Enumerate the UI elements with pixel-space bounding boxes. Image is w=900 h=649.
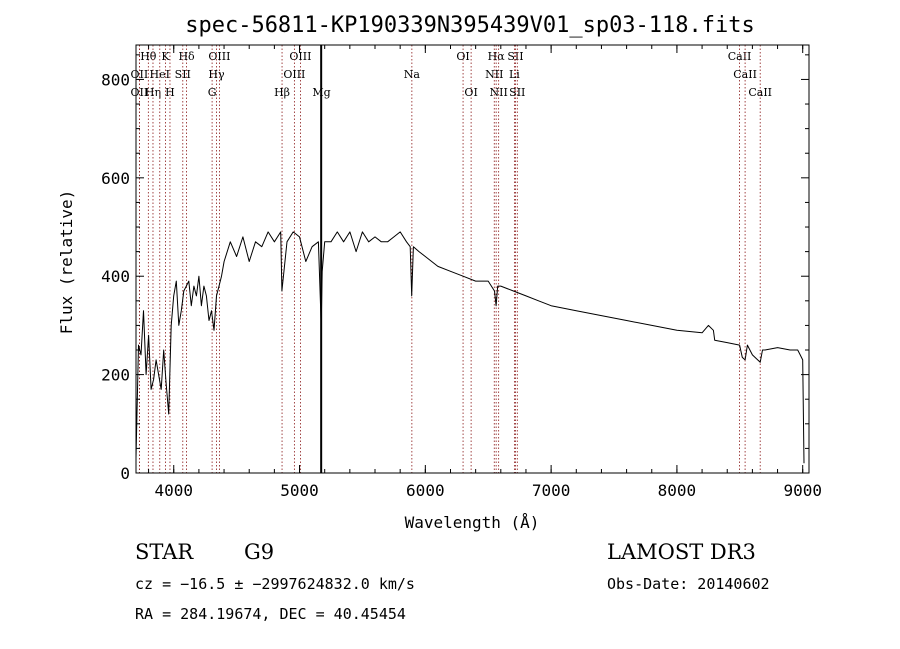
line-marker-label: OI [464, 86, 477, 99]
object-subclass: G9 [244, 540, 274, 564]
spectrum-line [135, 231, 805, 464]
line-marker-label: OII [131, 86, 149, 99]
line-marker-label: OIII [283, 68, 305, 81]
x-axis-label: Wavelength (Å) [405, 513, 540, 532]
redshift-cz: cz = −16.5 ± −2997624832.0 km/s [135, 575, 415, 593]
line-marker-label: G [208, 86, 217, 99]
y-tick-label: 600 [101, 169, 130, 188]
line-marker-label: SII [509, 86, 525, 99]
x-tick-label: 6000 [406, 481, 445, 500]
x-tick-label: 8000 [658, 481, 697, 500]
line-marker-label: Hγ [208, 68, 225, 81]
x-tick-label: 9000 [783, 481, 822, 500]
y-tick-label: 200 [101, 366, 130, 385]
line-marker-label: HeI [150, 68, 170, 81]
line-marker-label: CaII [748, 86, 772, 99]
x-tick-label: 7000 [532, 481, 571, 500]
line-marker-label: Li [509, 68, 520, 81]
line-marker-label: OIII [289, 50, 311, 63]
survey-name: LAMOST DR3 [607, 540, 756, 564]
y-tick-label: 0 [120, 464, 130, 483]
obs-date: Obs-Date: 20140602 [607, 575, 770, 593]
line-marker-label: CaII [733, 68, 757, 81]
line-marker-label: Hδ [178, 50, 195, 63]
y-tick-label: 400 [101, 267, 130, 286]
ra-dec: RA = 284.19674, DEC = 40.45454 [135, 605, 406, 623]
line-marker-label: SII [507, 50, 523, 63]
line-marker-label: K [161, 50, 170, 63]
x-tick-label: 5000 [280, 481, 319, 500]
y-axis: 0 200 400 600 800 [101, 54, 809, 483]
y-axis-label: Flux (relative) [57, 190, 76, 335]
line-markers: HθOIIOIIHηKHeIHHδSIIOIIIHγGHβOIIIOIIIMgN… [131, 45, 772, 473]
line-marker-label: Hθ [140, 50, 157, 63]
x-tick-label: 4000 [154, 481, 193, 500]
y-tick-label: 800 [101, 70, 130, 89]
object-class: STAR [135, 540, 194, 564]
line-marker-label: NII [485, 68, 503, 81]
line-marker-label: Hα [488, 50, 506, 63]
line-marker-label: Hβ [274, 86, 290, 99]
line-marker-label: SII [175, 68, 191, 81]
spectrum-series [135, 45, 805, 473]
chart-title: spec-56811-KP190339N395439V01_sp03-118.f… [185, 13, 755, 38]
line-marker-label: H [165, 86, 175, 99]
x-axis: 4000 5000 6000 7000 8000 9000 [148, 45, 822, 500]
plot-frame [135, 44, 810, 474]
line-marker-label: NII [490, 86, 508, 99]
line-marker-label: Hη [145, 86, 161, 99]
line-marker-label: CaII [728, 50, 752, 63]
line-marker-label: Na [404, 68, 421, 81]
line-marker-label: OIII [208, 50, 230, 63]
line-marker-label: OI [456, 50, 469, 63]
